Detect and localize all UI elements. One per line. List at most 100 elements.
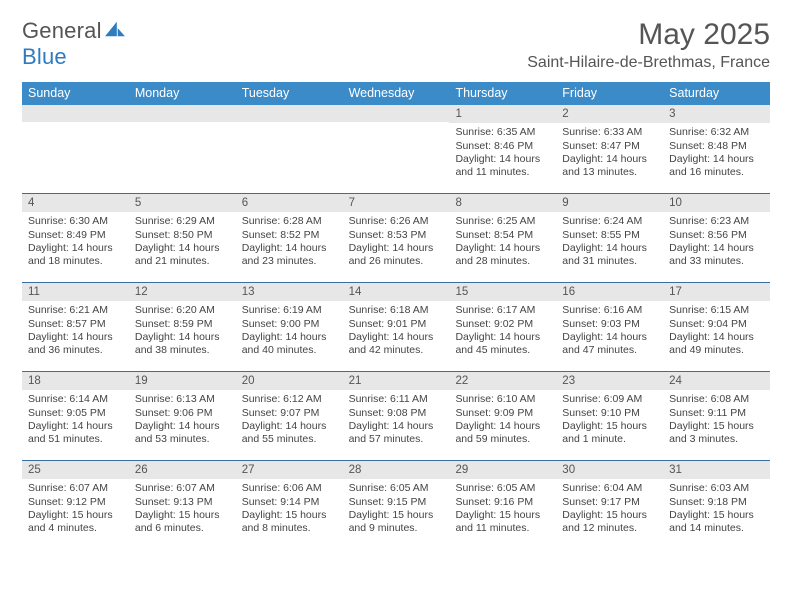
day-content: Sunrise: 6:08 AMSunset: 9:11 PMDaylight:…	[663, 390, 770, 450]
day-content: Sunrise: 6:35 AMSunset: 8:46 PMDaylight:…	[449, 123, 556, 183]
sunset-line: Sunset: 9:01 PM	[349, 318, 444, 331]
sunrise-line: Sunrise: 6:06 AM	[242, 482, 337, 495]
sunset-line: Sunset: 9:06 PM	[135, 407, 230, 420]
sunrise-line: Sunrise: 6:18 AM	[349, 304, 444, 317]
day-content: Sunrise: 6:17 AMSunset: 9:02 PMDaylight:…	[449, 301, 556, 361]
week-row: 18Sunrise: 6:14 AMSunset: 9:05 PMDayligh…	[22, 371, 770, 460]
daylight-line: Daylight: 14 hours and 23 minutes.	[242, 242, 337, 268]
day-number	[236, 105, 343, 122]
day-content: Sunrise: 6:03 AMSunset: 9:18 PMDaylight:…	[663, 479, 770, 539]
daylight-line: Daylight: 14 hours and 31 minutes.	[562, 242, 657, 268]
daylight-line: Daylight: 14 hours and 51 minutes.	[28, 420, 123, 446]
day-number: 13	[236, 283, 343, 301]
day-content: Sunrise: 6:12 AMSunset: 9:07 PMDaylight:…	[236, 390, 343, 450]
sunset-line: Sunset: 8:59 PM	[135, 318, 230, 331]
day-content: Sunrise: 6:11 AMSunset: 9:08 PMDaylight:…	[343, 390, 450, 450]
sunrise-line: Sunrise: 6:21 AM	[28, 304, 123, 317]
sunrise-line: Sunrise: 6:08 AM	[669, 393, 764, 406]
sunrise-line: Sunrise: 6:23 AM	[669, 215, 764, 228]
daylight-line: Daylight: 14 hours and 36 minutes.	[28, 331, 123, 357]
title-block: May 2025 Saint-Hilaire-de-Brethmas, Fran…	[527, 18, 770, 72]
sunset-line: Sunset: 9:16 PM	[455, 496, 550, 509]
daylight-line: Daylight: 15 hours and 12 minutes.	[562, 509, 657, 535]
daylight-line: Daylight: 15 hours and 6 minutes.	[135, 509, 230, 535]
sunrise-line: Sunrise: 6:07 AM	[135, 482, 230, 495]
sunset-line: Sunset: 9:04 PM	[669, 318, 764, 331]
day-content: Sunrise: 6:16 AMSunset: 9:03 PMDaylight:…	[556, 301, 663, 361]
day-of-week: Thursday	[449, 82, 556, 105]
daylight-line: Daylight: 14 hours and 59 minutes.	[455, 420, 550, 446]
day-cell	[236, 105, 343, 193]
day-number: 15	[449, 283, 556, 301]
day-content: Sunrise: 6:07 AMSunset: 9:13 PMDaylight:…	[129, 479, 236, 539]
location: Saint-Hilaire-de-Brethmas, France	[527, 54, 770, 72]
sunset-line: Sunset: 8:53 PM	[349, 229, 444, 242]
sunset-line: Sunset: 9:17 PM	[562, 496, 657, 509]
day-number: 21	[343, 372, 450, 390]
day-cell: 13Sunrise: 6:19 AMSunset: 9:00 PMDayligh…	[236, 283, 343, 371]
sunrise-line: Sunrise: 6:16 AM	[562, 304, 657, 317]
sunset-line: Sunset: 9:08 PM	[349, 407, 444, 420]
day-number: 2	[556, 105, 663, 123]
day-cell: 30Sunrise: 6:04 AMSunset: 9:17 PMDayligh…	[556, 461, 663, 549]
sunrise-line: Sunrise: 6:25 AM	[455, 215, 550, 228]
day-cell: 17Sunrise: 6:15 AMSunset: 9:04 PMDayligh…	[663, 283, 770, 371]
sunset-line: Sunset: 9:02 PM	[455, 318, 550, 331]
day-of-week: Friday	[556, 82, 663, 105]
sunrise-line: Sunrise: 6:13 AM	[135, 393, 230, 406]
day-cell: 5Sunrise: 6:29 AMSunset: 8:50 PMDaylight…	[129, 194, 236, 282]
day-content: Sunrise: 6:24 AMSunset: 8:55 PMDaylight:…	[556, 212, 663, 272]
day-number	[22, 105, 129, 122]
sunset-line: Sunset: 9:13 PM	[135, 496, 230, 509]
day-cell: 22Sunrise: 6:10 AMSunset: 9:09 PMDayligh…	[449, 372, 556, 460]
sunrise-line: Sunrise: 6:20 AM	[135, 304, 230, 317]
day-content: Sunrise: 6:20 AMSunset: 8:59 PMDaylight:…	[129, 301, 236, 361]
sunset-line: Sunset: 8:56 PM	[669, 229, 764, 242]
day-cell: 3Sunrise: 6:32 AMSunset: 8:48 PMDaylight…	[663, 105, 770, 193]
daylight-line: Daylight: 15 hours and 14 minutes.	[669, 509, 764, 535]
sunset-line: Sunset: 9:10 PM	[562, 407, 657, 420]
sunrise-line: Sunrise: 6:05 AM	[455, 482, 550, 495]
sunrise-line: Sunrise: 6:28 AM	[242, 215, 337, 228]
sunset-line: Sunset: 8:55 PM	[562, 229, 657, 242]
day-cell	[129, 105, 236, 193]
sunset-line: Sunset: 9:14 PM	[242, 496, 337, 509]
day-cell: 21Sunrise: 6:11 AMSunset: 9:08 PMDayligh…	[343, 372, 450, 460]
day-content: Sunrise: 6:14 AMSunset: 9:05 PMDaylight:…	[22, 390, 129, 450]
header: General Blue May 2025 Saint-Hilaire-de-B…	[22, 18, 770, 72]
brand-logo: General Blue	[22, 18, 126, 70]
day-cell: 27Sunrise: 6:06 AMSunset: 9:14 PMDayligh…	[236, 461, 343, 549]
sunrise-line: Sunrise: 6:04 AM	[562, 482, 657, 495]
day-number: 24	[663, 372, 770, 390]
sunset-line: Sunset: 8:46 PM	[455, 140, 550, 153]
day-content: Sunrise: 6:06 AMSunset: 9:14 PMDaylight:…	[236, 479, 343, 539]
sunset-line: Sunset: 8:48 PM	[669, 140, 764, 153]
sunset-line: Sunset: 9:18 PM	[669, 496, 764, 509]
week-row: 1Sunrise: 6:35 AMSunset: 8:46 PMDaylight…	[22, 105, 770, 193]
sunrise-line: Sunrise: 6:11 AM	[349, 393, 444, 406]
day-content: Sunrise: 6:04 AMSunset: 9:17 PMDaylight:…	[556, 479, 663, 539]
sunset-line: Sunset: 9:09 PM	[455, 407, 550, 420]
day-number	[129, 105, 236, 122]
calendar: SundayMondayTuesdayWednesdayThursdayFrid…	[22, 82, 770, 549]
brand-part2: Blue	[22, 44, 67, 69]
day-cell: 28Sunrise: 6:05 AMSunset: 9:15 PMDayligh…	[343, 461, 450, 549]
day-cell: 19Sunrise: 6:13 AMSunset: 9:06 PMDayligh…	[129, 372, 236, 460]
sunrise-line: Sunrise: 6:32 AM	[669, 126, 764, 139]
day-cell: 12Sunrise: 6:20 AMSunset: 8:59 PMDayligh…	[129, 283, 236, 371]
day-content: Sunrise: 6:29 AMSunset: 8:50 PMDaylight:…	[129, 212, 236, 272]
daylight-line: Daylight: 14 hours and 11 minutes.	[455, 153, 550, 179]
week-row: 11Sunrise: 6:21 AMSunset: 8:57 PMDayligh…	[22, 282, 770, 371]
sunset-line: Sunset: 9:00 PM	[242, 318, 337, 331]
day-number: 25	[22, 461, 129, 479]
daylight-line: Daylight: 14 hours and 45 minutes.	[455, 331, 550, 357]
day-of-week: Tuesday	[236, 82, 343, 105]
day-number: 16	[556, 283, 663, 301]
daylight-line: Daylight: 14 hours and 42 minutes.	[349, 331, 444, 357]
brand-text: General Blue	[22, 18, 126, 70]
sunset-line: Sunset: 9:12 PM	[28, 496, 123, 509]
sunrise-line: Sunrise: 6:09 AM	[562, 393, 657, 406]
day-number: 17	[663, 283, 770, 301]
day-cell: 25Sunrise: 6:07 AMSunset: 9:12 PMDayligh…	[22, 461, 129, 549]
day-number: 31	[663, 461, 770, 479]
